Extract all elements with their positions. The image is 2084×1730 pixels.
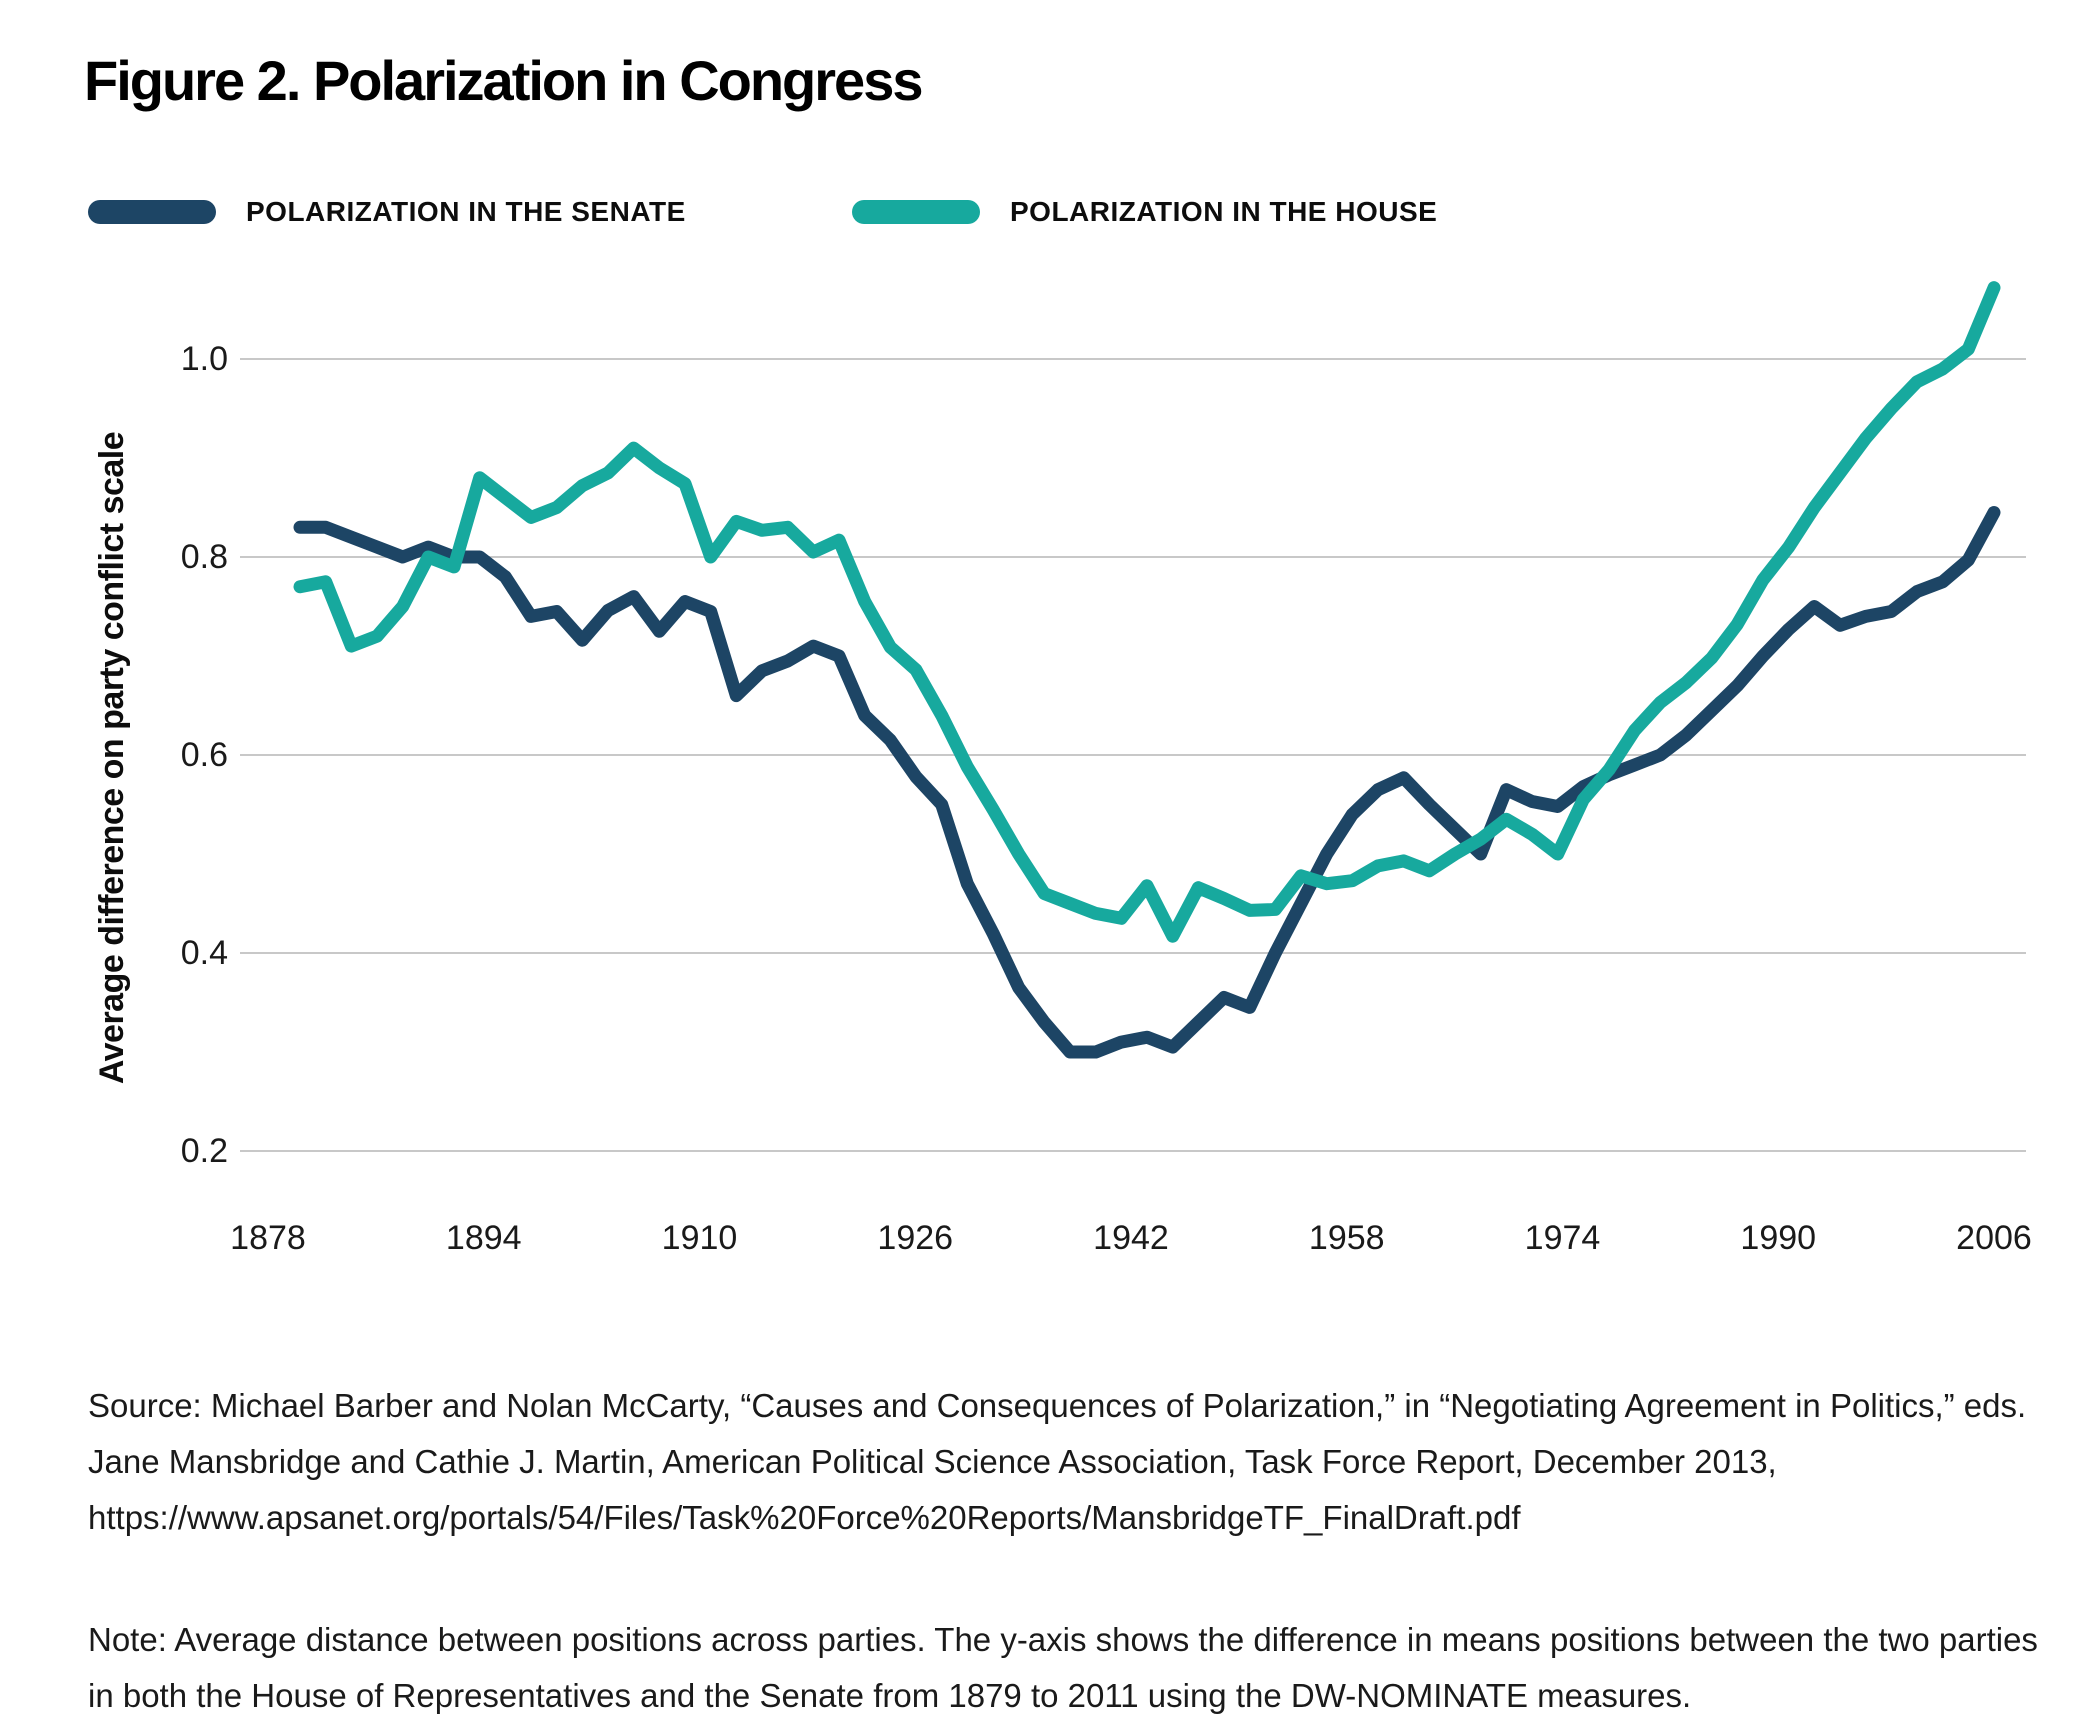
figure-title: Figure 2. Polarization in Congress: [84, 49, 923, 112]
y-tick-label-0.4: 0.4: [180, 934, 228, 972]
senate-line: [293, 506, 2001, 1059]
x-tick-label-1894: 1894: [445, 1219, 522, 1257]
legend-label-senate: POLARIZATION IN THE SENATE: [246, 196, 686, 227]
note-text: Note: Average distance between positions…: [88, 1621, 2038, 1714]
x-tick-label-2006: 2006: [1956, 1219, 2032, 1257]
x-tick-label-1910: 1910: [661, 1219, 738, 1257]
legend-item-senate: POLARIZATION IN THE SENATE: [88, 196, 686, 228]
plot-svg: [240, 281, 2026, 1152]
legend-item-house: POLARIZATION IN THE HOUSE: [852, 196, 1437, 228]
source-text: Source: Michael Barber and Nolan McCarty…: [88, 1387, 2027, 1536]
x-tick-label-1926: 1926: [877, 1219, 954, 1257]
y-tick-label-0.6: 0.6: [180, 736, 228, 774]
line-chart: Average difference on party conflict sca…: [93, 281, 2032, 1257]
house-line-swatch: [852, 200, 980, 224]
x-tick-label-1990: 1990: [1740, 1219, 1817, 1257]
y-tick-label-1.0: 1.0: [180, 340, 228, 378]
senate-line-swatch: [88, 200, 216, 224]
x-tick-label-1974: 1974: [1524, 1219, 1601, 1257]
house-line: [293, 281, 2001, 943]
x-tick-label-1878: 1878: [230, 1219, 306, 1257]
legend-label-house: POLARIZATION IN THE HOUSE: [1010, 196, 1438, 227]
y-tick-label-0.2: 0.2: [180, 1132, 228, 1170]
x-tick-label-1958: 1958: [1308, 1219, 1385, 1257]
y-tick-label-0.8: 0.8: [180, 538, 228, 576]
x-tick-label-1942: 1942: [1093, 1219, 1169, 1257]
